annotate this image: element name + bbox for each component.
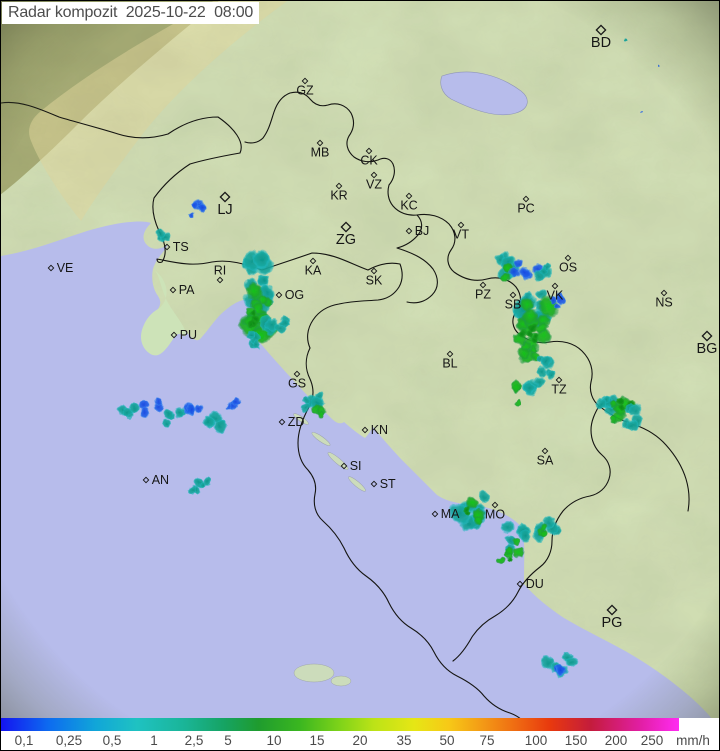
svg-text:KC: KC (400, 198, 417, 212)
svg-text:BG: BG (697, 341, 718, 357)
svg-text:PU: PU (180, 328, 197, 342)
svg-text:BJ: BJ (415, 224, 430, 238)
svg-text:MA: MA (441, 507, 460, 521)
svg-text:KA: KA (305, 263, 322, 277)
svg-text:PZ: PZ (475, 287, 491, 301)
svg-text:DU: DU (526, 577, 544, 591)
svg-text:VE: VE (57, 261, 74, 275)
svg-text:PA: PA (179, 283, 195, 297)
svg-text:OS: OS (559, 260, 577, 274)
svg-text:MB: MB (311, 145, 330, 159)
svg-text:GZ: GZ (296, 83, 314, 97)
svg-text:SI: SI (350, 459, 362, 473)
svg-text:CK: CK (360, 153, 378, 167)
svg-text:ZG: ZG (336, 232, 356, 248)
svg-text:BD: BD (591, 35, 611, 51)
svg-text:LJ: LJ (217, 202, 232, 218)
svg-text:TZ: TZ (551, 382, 567, 396)
svg-text:PC: PC (517, 201, 534, 215)
svg-text:KN: KN (371, 423, 388, 437)
svg-text:BL: BL (442, 356, 457, 370)
svg-text:VZ: VZ (366, 177, 382, 191)
svg-text:KR: KR (330, 188, 347, 202)
svg-text:NS: NS (655, 295, 672, 309)
svg-text:AN: AN (152, 473, 169, 487)
svg-text:OG: OG (285, 288, 304, 302)
svg-text:SK: SK (366, 273, 383, 287)
svg-text:PG: PG (602, 615, 623, 631)
svg-text:VK: VK (547, 288, 564, 302)
svg-text:TS: TS (173, 240, 189, 254)
svg-text:ZD: ZD (288, 415, 305, 429)
svg-text:MO: MO (485, 507, 505, 521)
svg-text:RI: RI (214, 263, 227, 277)
svg-text:SB: SB (505, 297, 522, 311)
svg-text:ST: ST (380, 477, 396, 491)
svg-text:SA: SA (537, 453, 554, 467)
svg-text:GS: GS (288, 376, 306, 390)
svg-text:VT: VT (453, 227, 469, 241)
